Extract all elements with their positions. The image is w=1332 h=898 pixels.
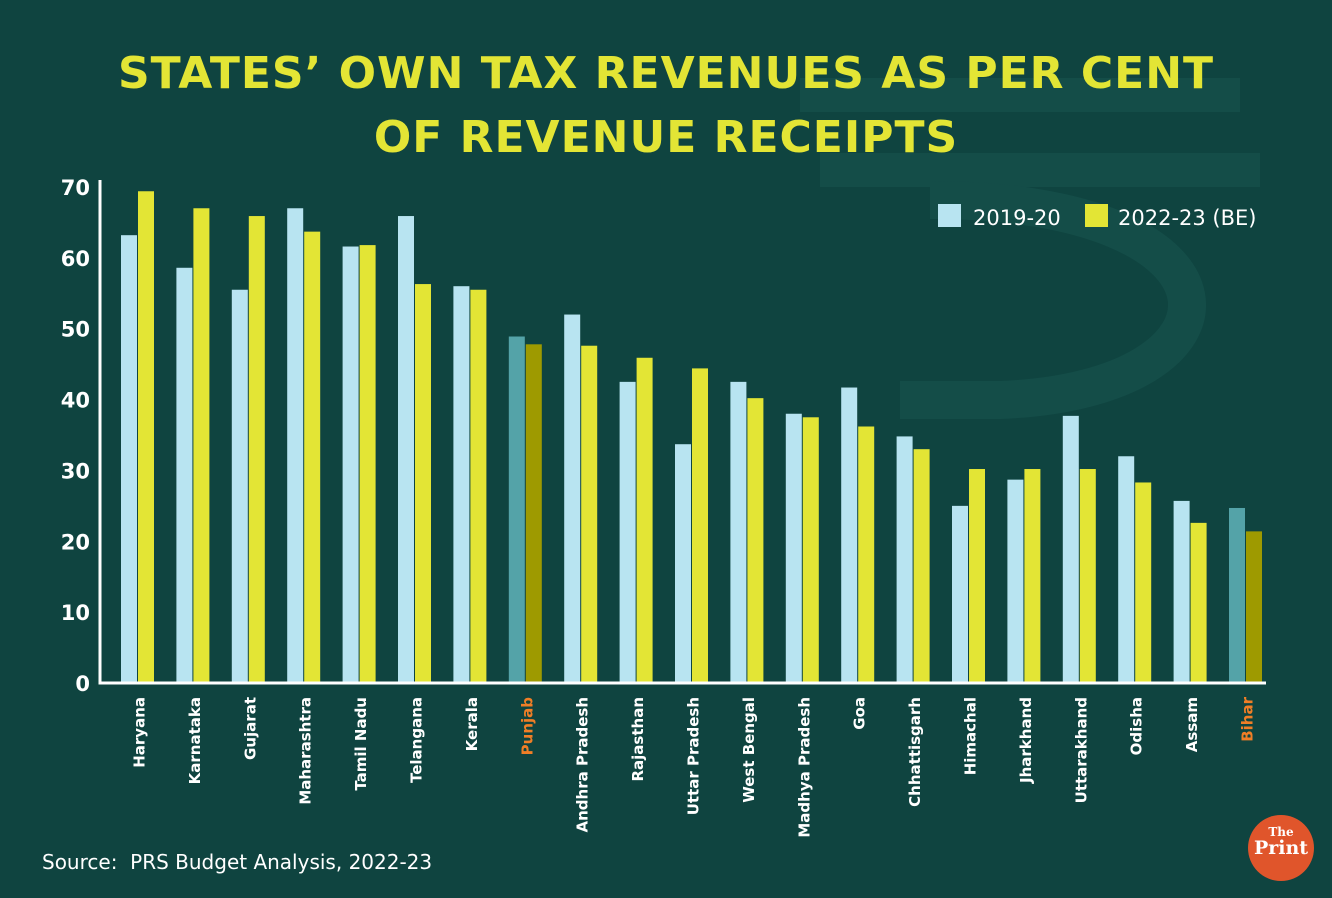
bar-2019-20-rajasthan <box>619 381 636 683</box>
x-tick-label: Uttarakhand <box>1072 697 1090 803</box>
bar-2022-23-andhra-pradesh <box>581 345 598 683</box>
y-tick-label: 50 <box>61 318 90 342</box>
x-tick-label: Odisha <box>1128 697 1146 755</box>
bar-2022-23-madhya-pradesh <box>802 417 819 683</box>
bar-2019-20-west-bengal <box>730 381 747 683</box>
theprint-logo: The Print <box>1248 815 1314 881</box>
x-tick-label: Chhattisgarh <box>906 697 924 807</box>
chart-title-line2: OF REVENUE RECEIPTS <box>373 112 959 163</box>
x-tick-label: Rajasthan <box>629 697 647 782</box>
x-tick-label: Punjab <box>518 697 536 756</box>
y-tick-label: 20 <box>61 530 90 554</box>
x-tick-label: Telangana <box>408 697 426 783</box>
logo-text-print: Print <box>1253 837 1309 859</box>
bar-2022-23-bihar <box>1246 531 1262 683</box>
bar-2019-20-uttarakhand <box>1062 415 1079 683</box>
bar-2022-23-kerala <box>470 289 487 683</box>
source-note: Source: PRS Budget Analysis, 2022-23 <box>42 850 433 874</box>
bar-2019-20-punjab <box>508 336 525 683</box>
y-tick-label: 60 <box>61 247 90 271</box>
bar-2019-20-odisha <box>1118 456 1135 683</box>
bar-2019-20-tamil-nadu <box>342 246 359 683</box>
bar-2022-23-tamil-nadu <box>359 245 376 684</box>
bar-2019-20-goa <box>841 387 858 683</box>
bar-2022-23-punjab <box>525 344 542 683</box>
bar-2019-20-himachal <box>952 505 968 683</box>
bar-2022-23-rajasthan <box>636 357 653 683</box>
bar-2019-20-chhattisgarh <box>896 436 913 683</box>
bar-2022-23-uttarakhand <box>1079 469 1096 683</box>
x-tick-label: Kerala <box>463 697 481 751</box>
x-tick-label: Andhra Pradesh <box>574 697 592 832</box>
x-tick-label: Haryana <box>131 697 149 768</box>
legend-label-2022: 2022-23 (BE) <box>1118 206 1256 230</box>
bar-2022-23-jharkhand <box>1024 469 1041 683</box>
bar-2022-23-uttar-pradesh <box>692 368 708 683</box>
bar-2022-23-telangana <box>415 284 431 683</box>
x-tick-label: Tamil Nadu <box>352 697 370 791</box>
bar-2022-23-gujarat <box>248 216 265 683</box>
bar-2022-23-west-bengal <box>747 398 764 683</box>
bar-2019-20-telangana <box>398 216 414 683</box>
legend-label-2019: 2019-20 <box>973 206 1061 230</box>
x-tick-label: Maharashtra <box>297 697 315 805</box>
bar-2019-20-madhya-pradesh <box>785 413 802 683</box>
legend-swatch-2022 <box>1085 204 1108 227</box>
x-tick-label: Himachal <box>962 697 980 775</box>
bar-2019-20-jharkhand <box>1007 479 1024 683</box>
bars <box>121 191 1262 684</box>
rupee-watermark-curve <box>900 181 1206 419</box>
rupee-watermark-bars <box>800 78 1260 187</box>
x-tick-label: Jharkhand <box>1017 697 1035 784</box>
x-tick-label: Goa <box>851 697 869 730</box>
y-tick-label: 40 <box>61 389 90 413</box>
x-tick-label: Bihar <box>1239 696 1257 741</box>
bar-2022-23-karnataka <box>193 208 210 683</box>
x-tick-label: Karnataka <box>186 697 204 784</box>
y-tick-label: 10 <box>61 601 90 625</box>
bar-2019-20-bihar <box>1229 507 1245 683</box>
bar-2022-23-himachal <box>969 469 985 683</box>
x-tick-label: Uttar Pradesh <box>685 697 703 815</box>
bar-2019-20-maharashtra <box>287 208 304 683</box>
bar-2019-20-karnataka <box>176 267 193 683</box>
bar-2022-23-maharashtra <box>304 231 321 683</box>
y-tick-label: 0 <box>75 672 90 696</box>
bar-2019-20-andhra-pradesh <box>564 314 581 683</box>
bar-2019-20-assam <box>1173 500 1190 683</box>
y-tick-label: 30 <box>61 459 90 483</box>
x-axis-labels: Haryana Karnataka Gujarat Maharashtra Tamil … <box>131 696 1257 837</box>
legend-swatch-2019 <box>938 204 961 227</box>
bar-2019-20-uttar-pradesh <box>675 444 691 683</box>
bar-2022-23-chhattisgarh <box>913 449 930 683</box>
chart-title-line1: STATES’ OWN TAX REVENUES AS PER CENT <box>117 48 1215 99</box>
legend: 2019-20 2022-23 (BE) <box>938 204 1256 230</box>
bar-2022-23-goa <box>858 426 875 683</box>
bar-2022-23-odisha <box>1135 482 1152 683</box>
bar-2019-20-gujarat <box>231 289 248 683</box>
x-tick-label: Madhya Pradesh <box>795 697 813 838</box>
bar-2019-20-haryana <box>121 235 137 683</box>
x-tick-label: West Bengal <box>740 697 758 803</box>
bar-2019-20-kerala <box>453 286 470 683</box>
y-axis-labels: 0 10 20 30 40 50 60 70 <box>61 176 90 696</box>
x-tick-label: Assam <box>1183 697 1201 752</box>
y-tick-label: 70 <box>61 176 90 200</box>
x-tick-label: Gujarat <box>241 697 259 760</box>
logo-text-the: The <box>1268 825 1294 839</box>
bar-2022-23-haryana <box>138 191 154 683</box>
bar-2022-23-assam <box>1190 522 1207 683</box>
